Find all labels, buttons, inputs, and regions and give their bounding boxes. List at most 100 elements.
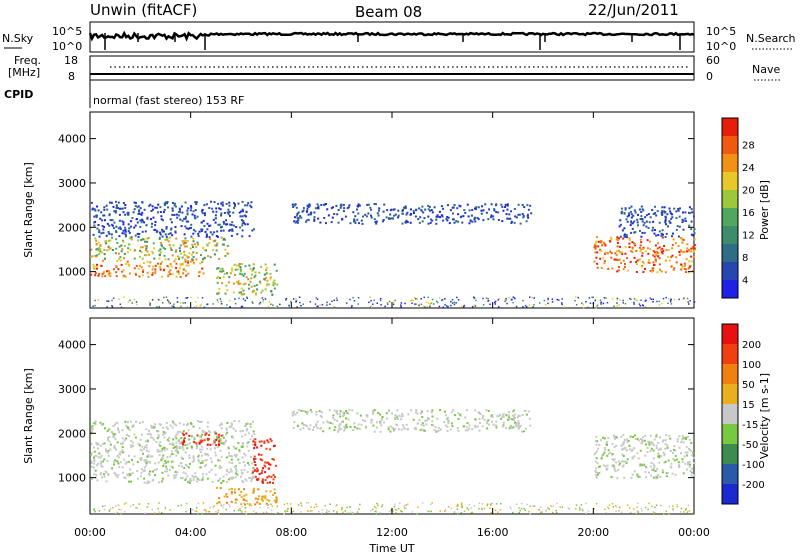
heatmap-cell [403,507,406,509]
heatmap-cell [162,269,165,272]
heatmap-cell [108,440,111,443]
heatmap-cell [689,250,692,253]
heatmap-cell [273,476,276,478]
heatmap-cell [219,487,222,490]
heatmap-cell [614,470,617,473]
heatmap-cell [146,460,149,463]
heatmap-cell [439,510,441,512]
heatmap-cell [220,422,223,425]
heatmap-cell [113,445,116,448]
heatmap-cell [444,410,446,413]
heatmap-cell [508,213,511,216]
heatmap-cell [92,466,95,469]
heatmap-cell [152,470,154,473]
heatmap-cell [98,231,101,234]
heatmap-cell [518,213,521,216]
heatmap-cell [225,493,228,496]
heatmap-cell [128,435,130,437]
heatmap-cell [471,511,474,514]
heatmap-cell [182,433,185,436]
heatmap-cell [395,512,397,514]
heatmap-cell [621,465,624,468]
heatmap-cell [305,220,308,223]
heatmap-cell [222,229,225,232]
heatmap-cell [508,417,511,420]
heatmap-cell [651,267,654,270]
heatmap-cell [122,441,125,444]
heatmap-cell [192,425,195,428]
heatmap-cell [162,477,164,480]
heatmap-cell [655,435,658,438]
heatmap-cell [578,507,581,510]
colorbar-tick-label: -200 [742,480,765,491]
heatmap-cell [418,221,421,224]
heatmap-cell [201,478,204,481]
heatmap-cell [115,448,117,451]
heatmap-cell [597,240,600,243]
heatmap-cell [441,299,444,301]
heatmap-cell [356,412,359,415]
heatmap-cell [630,231,633,234]
heatmap-cell [314,303,317,305]
heatmap-cell [105,240,108,243]
heatmap-cell [166,427,169,430]
heatmap-cell [654,258,657,261]
heatmap-cell [391,426,394,429]
heatmap-cell [370,216,373,219]
heatmap-cell [228,454,231,457]
heatmap-cell [636,474,639,477]
heatmap-cell [664,447,667,450]
heatmap-cell [637,511,639,513]
heatmap-cell [653,232,656,235]
heatmap-cell [595,443,598,446]
velocity-heatmap [90,409,696,515]
heatmap-cell [453,303,456,306]
heatmap-cell [405,213,408,216]
heatmap-cell [103,253,106,256]
heatmap-cell [439,409,442,411]
heatmap-cell [120,263,123,266]
heatmap-cell [93,208,96,211]
heatmap-cell [400,428,403,431]
heatmap-cell [261,478,264,481]
heatmap-cell [311,509,313,512]
heatmap-cell [309,424,312,427]
heatmap-cell [662,439,665,442]
heatmap-cell [252,440,255,443]
heatmap-cell [230,491,233,493]
heatmap-cell [91,428,94,431]
heatmap-cell [128,429,131,432]
heatmap-cell [179,218,182,221]
heatmap-cell [162,246,165,249]
x-tick-label: 04:00 [175,526,207,539]
heatmap-cell [452,206,455,209]
heatmap-cell [635,261,638,264]
heatmap-cell [349,298,351,301]
heatmap-cell [269,448,272,451]
heatmap-cell [285,298,288,300]
heatmap-cell [672,452,674,454]
heatmap-cell [209,224,212,227]
heatmap-cell [681,434,684,437]
heatmap-cell [352,511,354,514]
heatmap-cell [116,242,119,244]
heatmap-cell [628,214,630,217]
heatmap-cell [394,213,397,216]
heatmap-cell [252,420,254,423]
heatmap-cell [455,302,457,304]
heatmap-cell [221,267,224,270]
heatmap-cell [659,475,662,478]
heatmap-cell [415,303,417,305]
heatmap-cell [93,509,95,512]
heatmap-cell [336,511,338,513]
heatmap-cell [372,303,374,305]
heatmap-cell [466,426,469,429]
heatmap-cell [607,506,609,508]
heatmap-cell [185,220,188,223]
heatmap-cell [149,470,151,473]
heatmap-cell [352,429,355,432]
heatmap-cell [190,445,193,448]
heatmap-cell [673,298,676,301]
heatmap-cell [613,305,615,307]
